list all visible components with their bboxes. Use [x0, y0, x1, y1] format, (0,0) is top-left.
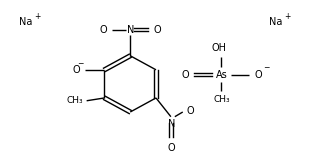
Text: O: O — [167, 143, 175, 153]
Text: N: N — [127, 24, 134, 35]
Text: O: O — [153, 24, 161, 35]
Text: O: O — [72, 65, 80, 75]
Text: OH: OH — [212, 43, 227, 53]
Text: −: − — [263, 63, 269, 72]
Text: As: As — [215, 69, 227, 80]
Text: Na: Na — [269, 17, 282, 27]
Text: O: O — [254, 69, 262, 80]
Text: +: + — [34, 12, 40, 21]
Text: O: O — [187, 106, 194, 116]
Text: CH₃: CH₃ — [66, 96, 83, 105]
Text: O: O — [181, 69, 189, 80]
Text: Na: Na — [19, 17, 33, 27]
Text: CH₃: CH₃ — [213, 95, 230, 104]
Text: −: − — [77, 59, 84, 68]
Text: O: O — [100, 24, 107, 35]
Text: +: + — [284, 12, 290, 21]
Text: N: N — [168, 119, 175, 128]
